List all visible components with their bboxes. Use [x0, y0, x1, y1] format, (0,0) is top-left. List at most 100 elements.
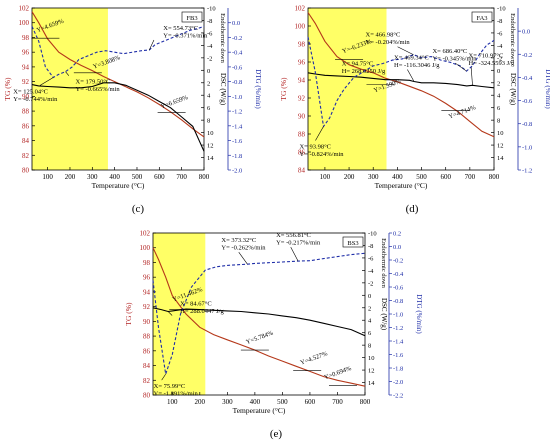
tg-tick-label: 100: [295, 23, 306, 31]
plot-frame: [31, 7, 205, 171]
dsc-tick-label: 8: [368, 343, 371, 350]
annotation-text: H= 268.0250 J/g: [342, 68, 386, 75]
dsc-tick-label: 10: [497, 130, 504, 137]
dtg-curve: [152, 252, 366, 375]
x-axis-label: Temperature (°C): [233, 406, 286, 415]
dsc-tick-label: -4: [207, 43, 213, 50]
panel-labels: (c) (d) (e): [132, 203, 419, 440]
step-label: Y=4.527%: [299, 350, 329, 366]
annotation-text: X= 686.40°C: [432, 48, 467, 55]
dtg-tick-label: -1.4: [232, 123, 243, 130]
tg-tick-label: 86: [298, 149, 306, 157]
dsc-tick-label: -2: [497, 55, 502, 62]
tg-tick-label: 96: [298, 59, 306, 67]
dsc-tick-label: 4: [368, 318, 372, 325]
dsc-tick-label: 10: [368, 355, 375, 362]
dtg-tick-label: -0.8: [232, 79, 242, 86]
x-tick-label: 100: [320, 173, 331, 181]
annotation-leader: [397, 46, 414, 56]
dtg-curve: [307, 36, 495, 128]
dsc-tick-label: 6: [497, 105, 501, 112]
sample-label-box: [181, 11, 203, 23]
annotation-leader: [161, 373, 166, 381]
step-label: Y=5.784%: [245, 329, 275, 345]
tg-tick-label: 88: [22, 108, 30, 116]
panel-label-e: (e): [270, 428, 283, 440]
x-tick-label: 200: [65, 173, 76, 181]
dsc-tick-label: -2: [368, 280, 373, 287]
endothermic-label: Endothermic down: [509, 13, 516, 63]
dtg-tick-label: -0.2: [232, 35, 242, 42]
dtg-curve: [31, 25, 205, 79]
dsc-curve: [307, 72, 495, 89]
annotation-text: H= -324.5593 J/g: [469, 60, 515, 67]
annotation-text: H= -116.3046 J/g: [394, 62, 440, 69]
dsc-tick-label: -6: [207, 30, 213, 37]
annotation-leader: [470, 67, 473, 86]
tg-axis-label: TG (%): [124, 302, 133, 326]
dsc-tick-label: 2: [207, 80, 210, 87]
tg-tick-label: 92: [298, 95, 306, 103]
annotation-text: Y= -0.371%/min: [163, 33, 208, 40]
x-tick-label: 100: [42, 173, 53, 181]
x-tick-label: 300: [368, 173, 379, 181]
dsc-tick-label: -6: [497, 30, 503, 37]
dtg-tick-label: -0.4: [232, 50, 243, 57]
sample-label-box: [471, 11, 493, 23]
tg-tick-label: 96: [22, 49, 30, 57]
dsc-tick-label: 6: [368, 330, 372, 337]
tg-tick-label: 88: [143, 333, 151, 341]
dsc-tick-label: 6: [207, 105, 211, 112]
x-tick-label: 400: [109, 173, 120, 181]
dtg-tick-label: -1.0: [232, 94, 242, 101]
dtg-tick-label: -0.6: [522, 98, 533, 105]
annotation-text: X= 373.32°C: [221, 237, 256, 244]
x-tick-label: 800: [199, 173, 210, 181]
dtg-tick-label: -2.0: [232, 168, 242, 175]
dsc-axis-label: DSC (W/g): [380, 298, 388, 331]
annotation-text: Y= -0.744%/min: [13, 96, 58, 103]
annotation-leader: [65, 71, 70, 76]
tg-tick-label: 86: [22, 122, 30, 130]
tg-tick-label: 96: [143, 274, 151, 282]
tg-tick-label: 94: [22, 63, 30, 71]
annotation-leader: [290, 247, 299, 262]
dtg-tick-label: -0.6: [232, 64, 243, 71]
highlight-region: [153, 233, 206, 395]
dsc-tick-label: -8: [497, 18, 502, 25]
annotation-text: Y= -0.665%/min: [76, 86, 121, 93]
endothermic-label: Endothermic down: [219, 13, 226, 63]
dtg-tick-label: -1.0: [393, 312, 403, 319]
tg-curve: [31, 11, 205, 138]
tg-tick-label: 98: [298, 41, 306, 49]
dtg-tick-label: -1.6: [232, 138, 243, 145]
sample-label-box: [342, 236, 364, 248]
annotation-text: H= 288.0447 J/g: [180, 308, 224, 315]
tg-axis-label: TG (%): [279, 77, 288, 101]
x-tick-label: 600: [305, 398, 316, 406]
dsc-tick-label: 4: [207, 93, 211, 100]
dtg-tick-label: 0.0: [522, 29, 530, 36]
dtg-tick-label: -0.6: [393, 285, 404, 292]
annotation-leader: [39, 77, 54, 86]
tg-axis-label: TG (%): [3, 77, 12, 101]
dtg-tick-label: -1.2: [232, 109, 242, 116]
x-tick-label: 200: [195, 398, 206, 406]
dsc-tick-label: -4: [368, 268, 374, 275]
panel-label-d: (d): [406, 203, 419, 215]
sample-label: BS3: [347, 240, 358, 247]
dtg-tick-label: -1.2: [393, 325, 403, 332]
dtg-tick-label: -0.4: [522, 75, 533, 82]
annotation-text: Y= -1.891%/min: [154, 391, 199, 398]
dsc-tick-label: 14: [368, 380, 375, 387]
dtg-tick-label: -1.8: [232, 153, 242, 160]
panel-label-c: (c): [132, 203, 145, 215]
x-axis-label: Temperature (°C): [375, 181, 428, 190]
dtg-axis-label: DTG (%/min): [254, 69, 262, 109]
x-tick-label: 200: [344, 173, 355, 181]
annotation-leader: [315, 126, 324, 141]
tg-tick-label: 100: [19, 19, 30, 27]
